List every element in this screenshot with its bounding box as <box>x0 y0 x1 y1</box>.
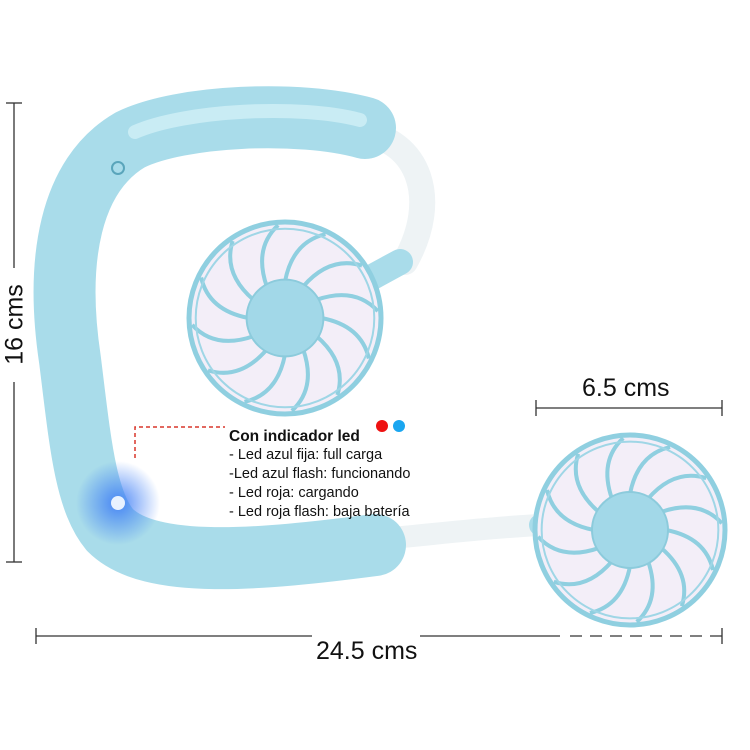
fan-hub <box>245 278 325 358</box>
fan-hub <box>591 491 669 569</box>
width-label: 24.5 cms <box>316 637 418 665</box>
power-button <box>111 161 125 175</box>
dimension-lines <box>6 102 723 644</box>
led-info-line: - Led azul fija: full carga <box>229 447 383 463</box>
led-info-line: - Led roja: cargando <box>229 485 359 501</box>
led-info-line: -Led azul flash: funcionando <box>229 466 411 482</box>
led-indicator <box>111 496 125 510</box>
fan-head-top <box>186 219 384 417</box>
led-info-line: - Led roja flash: baja batería <box>229 504 410 520</box>
height-label: 16 cms <box>0 284 29 365</box>
led-info: Con indicador led - Led azul fija: full … <box>229 427 410 522</box>
led-leader-line <box>134 426 225 458</box>
led-info-title: Con indicador led <box>229 428 360 445</box>
red-led-dot <box>376 420 388 432</box>
fan-head-bottom <box>532 432 728 628</box>
blue-led-dot <box>393 420 405 432</box>
fan-diameter-label: 6.5 cms <box>582 374 670 402</box>
